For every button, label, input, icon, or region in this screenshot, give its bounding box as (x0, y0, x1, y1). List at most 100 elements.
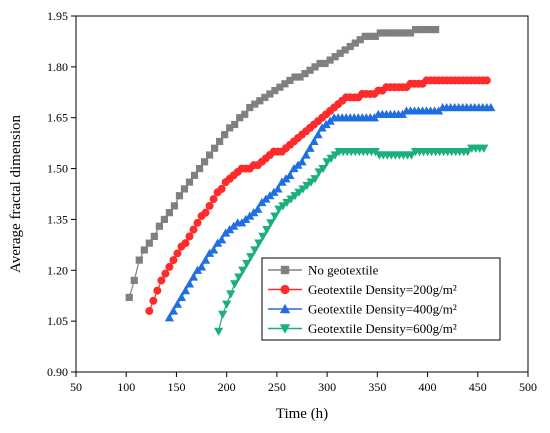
y-tick-label: 0.90 (47, 365, 68, 379)
data-point (205, 201, 214, 210)
data-point (209, 245, 219, 254)
data-point (426, 25, 435, 34)
series-layer (125, 25, 496, 336)
data-point (135, 256, 143, 264)
data-point (356, 36, 364, 44)
data-point (211, 144, 219, 152)
y-tick-label: 1.35 (47, 212, 68, 226)
data-point (216, 137, 224, 146)
data-point (130, 276, 138, 285)
data-point (217, 184, 226, 193)
data-point (256, 97, 264, 105)
data-point (180, 286, 191, 295)
data-point (214, 327, 224, 336)
data-point (155, 222, 163, 230)
x-tick-label: 100 (117, 380, 135, 394)
data-point (411, 25, 420, 34)
data-point (463, 148, 473, 157)
data-point (165, 209, 174, 217)
data-point (366, 32, 374, 40)
data-point (201, 208, 210, 217)
y-axis-ticks: 0.90 1.05 1.20 1.35 1.50 1.65 1.80 1.95 (47, 9, 76, 379)
legend-label: Geotextile Density=200g/m² (308, 282, 457, 297)
y-tick-label: 1.65 (47, 111, 68, 125)
x-tick-label: 450 (469, 380, 487, 394)
data-point (314, 168, 324, 177)
data-point (172, 299, 183, 308)
legend-marker (279, 324, 291, 334)
data-point (164, 313, 175, 322)
data-point (149, 296, 158, 305)
data-point (157, 276, 166, 285)
data-point (376, 29, 384, 37)
data-point (361, 32, 369, 40)
series-2 (145, 76, 491, 315)
data-point (297, 157, 307, 166)
data-point (222, 300, 232, 309)
data-point (180, 185, 189, 193)
data-point (184, 279, 195, 288)
data-point (306, 66, 314, 74)
data-point (386, 29, 394, 37)
series-3 (164, 102, 496, 322)
data-point (416, 25, 425, 34)
data-point (188, 272, 199, 281)
data-point (313, 130, 323, 139)
data-point (193, 218, 202, 227)
legend-item: Geotextile Density=400g/m² (268, 302, 457, 317)
data-point (266, 90, 274, 98)
y-axis-title: Average fractal dimension (8, 115, 24, 273)
x-tick-label: 250 (268, 380, 286, 394)
data-point (282, 198, 292, 208)
x-tick-label: 400 (419, 380, 437, 394)
data-point (246, 103, 254, 112)
data-point (266, 219, 276, 228)
data-point (406, 151, 417, 160)
data-point (195, 164, 204, 173)
data-point (170, 202, 179, 210)
data-point (176, 292, 187, 302)
data-point (173, 249, 182, 258)
data-point (169, 256, 178, 265)
plot-frame (75, 15, 529, 373)
data-point (276, 83, 284, 91)
data-point (479, 144, 489, 153)
data-point (261, 93, 269, 101)
data-point (236, 114, 244, 122)
data-point (331, 53, 339, 61)
series-4 (214, 144, 489, 336)
data-point (150, 232, 158, 240)
y-tick-label: 1.05 (47, 314, 68, 328)
data-point (285, 170, 295, 179)
data-point (242, 259, 252, 269)
data-point (401, 29, 410, 37)
data-point (302, 181, 312, 191)
data-point (296, 73, 304, 81)
data-point (218, 310, 228, 319)
data-point (396, 29, 405, 37)
data-point (234, 273, 244, 282)
data-point (230, 280, 240, 289)
data-point (336, 49, 344, 57)
data-point (221, 131, 229, 139)
legend-marker (280, 284, 290, 295)
data-point (316, 59, 324, 68)
data-point (165, 262, 174, 271)
data-point (326, 56, 334, 64)
legend-item: No geotextile (268, 263, 379, 278)
data-point (250, 246, 260, 255)
data-point (181, 239, 190, 248)
data-point (371, 32, 379, 40)
y-tick-label: 1.95 (47, 9, 68, 23)
data-point (273, 184, 283, 193)
data-point (153, 286, 162, 295)
legend: No geotextile Geotextile Density=200g/m² G… (261, 257, 501, 341)
legend-item: Geotextile Density=200g/m² (268, 282, 457, 297)
data-point (305, 143, 315, 152)
data-point (238, 266, 248, 275)
series-1 (125, 25, 440, 302)
data-point (189, 225, 198, 234)
data-point (160, 215, 168, 224)
data-point (200, 255, 211, 264)
data-point (270, 212, 280, 221)
